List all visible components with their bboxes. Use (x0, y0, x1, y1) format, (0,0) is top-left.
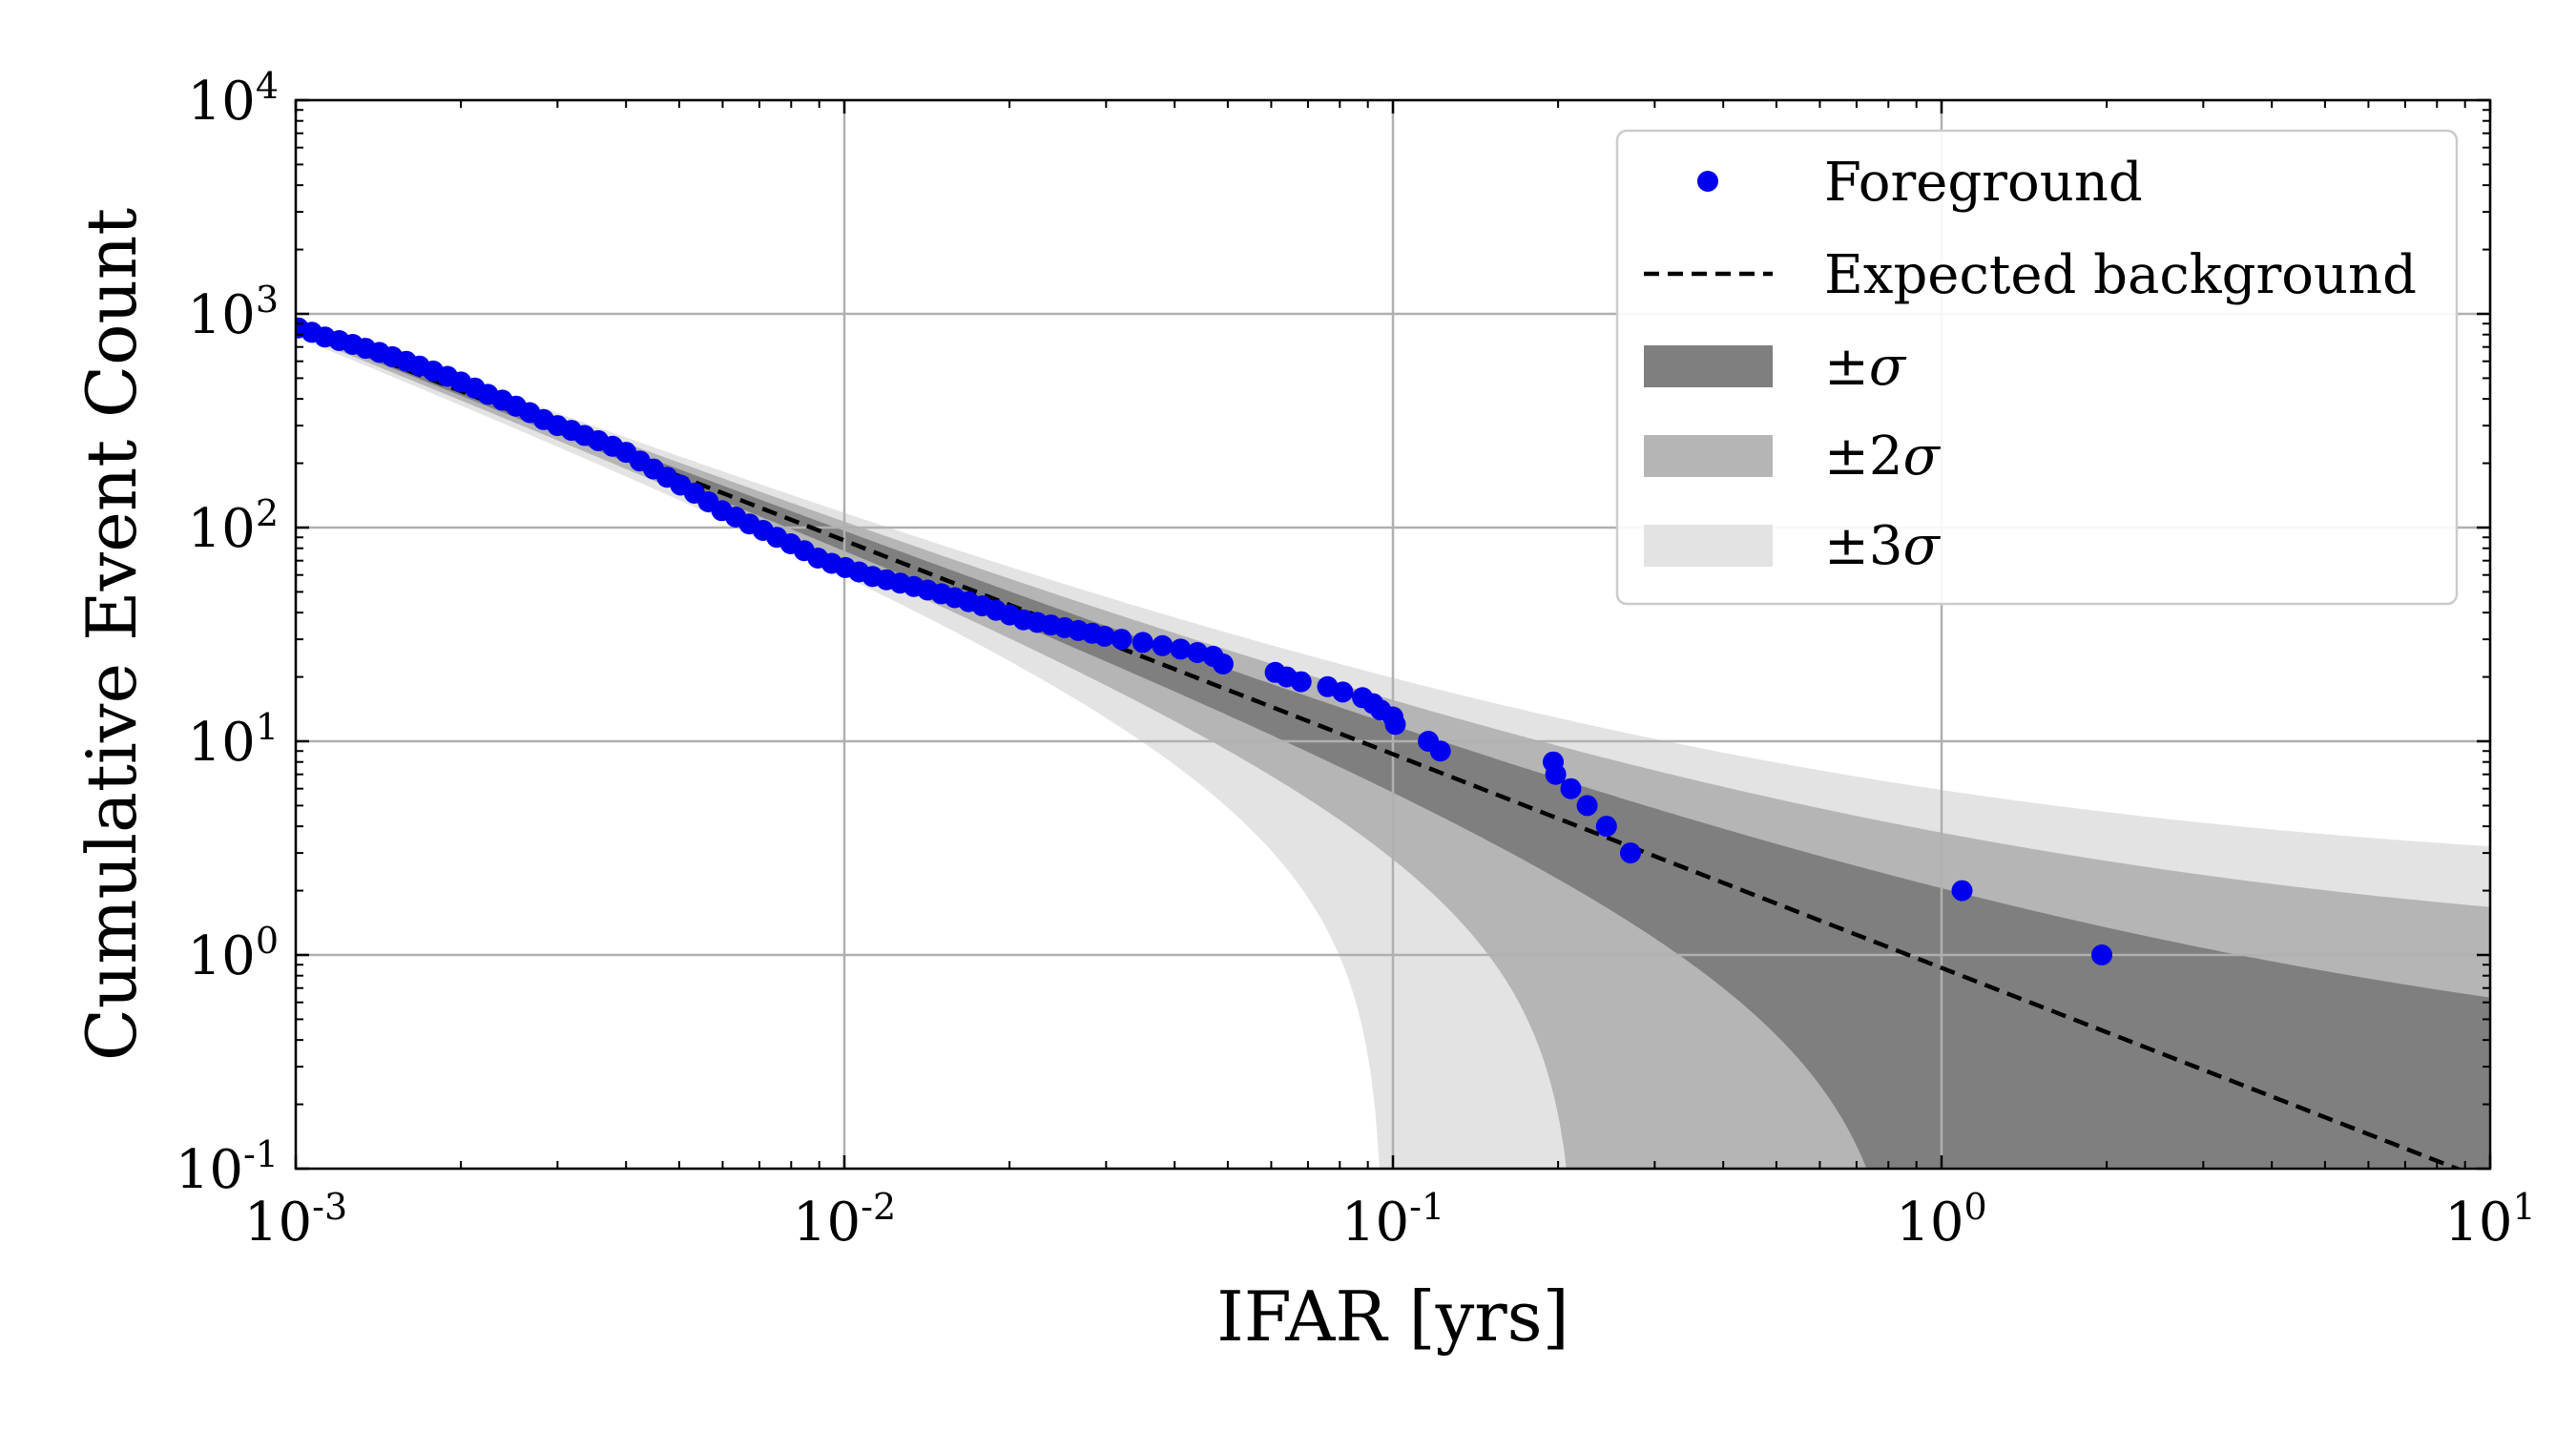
foreground-point (1384, 714, 1406, 736)
y-tick-label: 104 (188, 65, 279, 133)
foreground-point (1595, 816, 1617, 838)
legend-band2-label: ±2σ (1824, 425, 1942, 487)
foreground-point (1132, 632, 1153, 653)
x-tick-label: 10-3 (244, 1186, 347, 1254)
foreground-point (2091, 944, 2112, 965)
x-tick-label: 10-1 (1341, 1186, 1444, 1254)
legend-box (1615, 129, 2459, 606)
y-tick-label: 10-1 (176, 1133, 279, 1201)
legend-band3-label: ±3σ (1824, 515, 1942, 577)
legend: Foreground Expected background ±σ ±2σ ±3… (1615, 129, 2459, 606)
legend-band3-swatch (1644, 525, 1773, 567)
foreground-point (1545, 763, 1567, 785)
foreground-point (1332, 681, 1354, 703)
x-tick-labels: 10-3 10-2 10-1 100 101 (244, 1186, 2536, 1254)
legend-foreground-marker (1697, 171, 1718, 192)
y-axis-title: Cumulative Event Count (72, 208, 152, 1061)
legend-band2-swatch (1644, 435, 1773, 477)
foreground-point (1111, 629, 1132, 651)
legend-background-label: Expected background (1824, 244, 2417, 306)
y-tick-labels: 10-1 100 101 102 103 104 (176, 65, 279, 1201)
y-tick-label: 102 (188, 492, 279, 560)
foreground-series (296, 317, 2112, 965)
foreground-point (1620, 842, 1641, 864)
x-axis-title: IFAR [yrs] (1216, 1276, 1568, 1357)
foreground-point (1093, 625, 1115, 647)
foreground-point (1290, 671, 1312, 693)
y-tick-label: 103 (188, 279, 279, 346)
foreground-point (1212, 653, 1234, 674)
legend-foreground-label: Foreground (1824, 152, 2143, 214)
y-tick-label: 101 (188, 706, 279, 774)
foreground-point (1170, 638, 1192, 660)
x-tick-label: 10-2 (793, 1186, 896, 1254)
foreground-point (1187, 642, 1208, 663)
legend-band1-swatch (1644, 345, 1773, 387)
x-tick-label: 100 (1896, 1186, 1986, 1254)
foreground-point (1951, 880, 1973, 902)
foreground-point (1576, 795, 1598, 817)
legend-band1-label: ±σ (1824, 336, 1907, 398)
foreground-point (1560, 778, 1582, 799)
x-tick-label: 101 (2444, 1186, 2535, 1254)
foreground-point (1429, 740, 1451, 762)
axis-ticks (294, 98, 2492, 1171)
y-tick-label: 100 (188, 920, 279, 987)
foreground-point (1152, 634, 1174, 656)
